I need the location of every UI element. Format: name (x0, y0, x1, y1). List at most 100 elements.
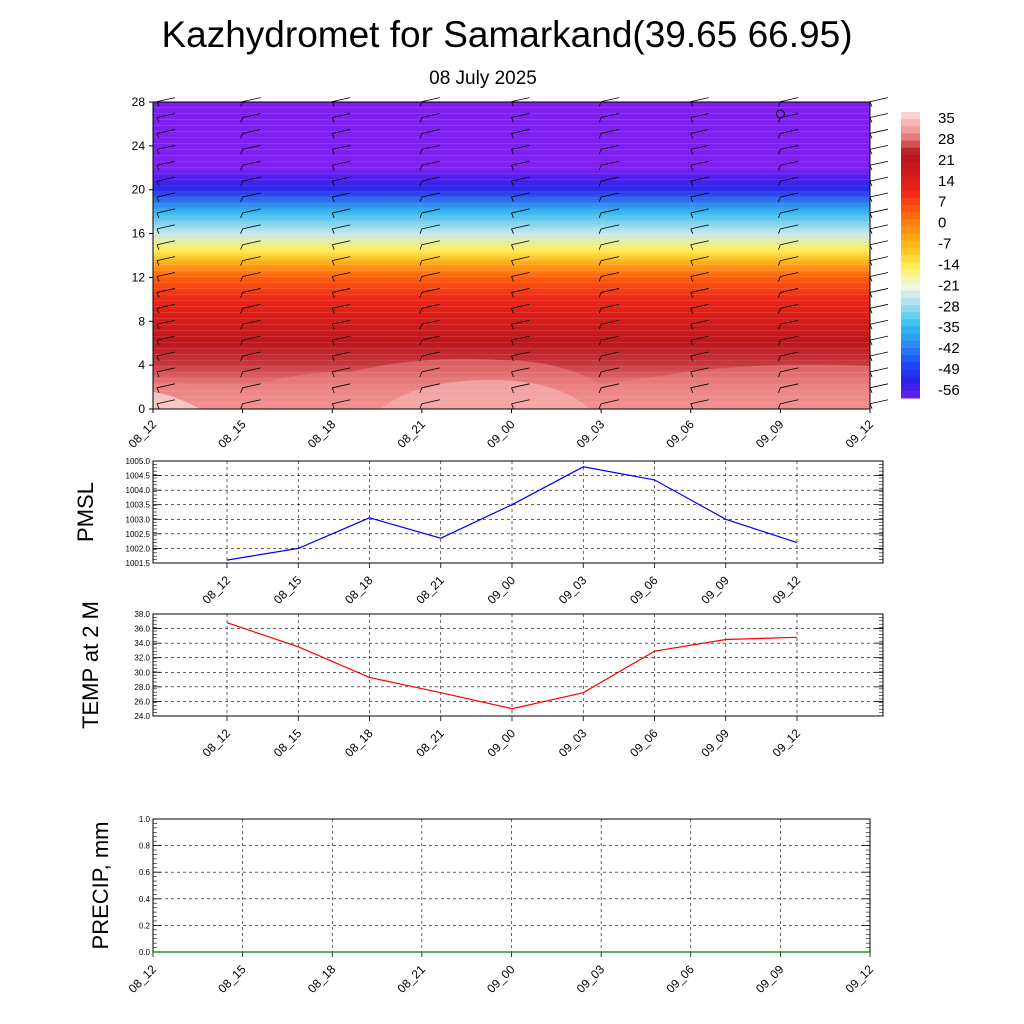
plot-frame (152, 613, 884, 717)
x-tick-label: 08_21 (394, 417, 428, 451)
wind-barb-shaft (156, 371, 160, 378)
pmsl-axis-label: PMSL (73, 482, 98, 542)
wind-barb-flag (242, 383, 261, 389)
y-tick-label: 0.8 (139, 842, 151, 851)
wind-barb-shaft (690, 355, 694, 362)
wind-barb-flag (421, 351, 440, 357)
y-tick-label: 1004.0 (126, 486, 151, 495)
wind-barb-shaft (511, 228, 514, 234)
wind-barb-flag (601, 192, 620, 198)
wind-barb-shaft (598, 196, 602, 203)
wind-barb-flag (601, 399, 620, 405)
wind-barb-column (511, 97, 530, 409)
wind-barb-shaft (598, 371, 602, 378)
colorbar-segment (901, 233, 920, 242)
wind-barb-shaft (690, 308, 694, 314)
wind-barb-flag (690, 192, 709, 198)
wind-barb-flag (332, 272, 351, 277)
colorbar-segment (901, 212, 920, 220)
wind-barb-shaft (331, 308, 335, 314)
wind-barb-flag (690, 240, 709, 246)
y-tick-label: 38.0 (134, 610, 150, 619)
wind-barb-flag (156, 208, 176, 214)
wind-barb-shaft (156, 149, 160, 155)
wind-barb-flag (780, 129, 799, 134)
colorbar-segment (901, 169, 920, 177)
wind-barb-shaft (419, 165, 423, 171)
wind-barb-flag (869, 351, 889, 357)
chart-title: Kazhydromet for Samarkand(39.65 66.95) (161, 14, 852, 55)
colorbar-segment (901, 147, 920, 156)
wind-barb-shaft (419, 355, 423, 362)
wind-barb-shaft (598, 117, 602, 123)
wind-barb-shaft (331, 212, 335, 219)
wind-barb-shaft (331, 260, 335, 266)
colorbar-tick-label: 7 (938, 194, 946, 211)
wind-barb-shaft (419, 260, 423, 266)
wind-barb-shaft (156, 244, 160, 250)
wind-barb-flag (780, 208, 799, 214)
colorbar-tick-label: -21 (938, 277, 960, 294)
wind-barb-shaft (419, 276, 423, 282)
wind-barb-flag (690, 129, 709, 134)
colorbar-tick-label: 21 (938, 152, 955, 169)
wind-barb-shaft (778, 339, 781, 346)
x-tick-label: 09_00 (485, 573, 519, 607)
wind-barb-shaft (690, 244, 694, 250)
wind-barb-flag (332, 176, 351, 182)
wind-barb-shaft (778, 292, 781, 298)
colorbar-tick-label: -56 (938, 382, 960, 399)
wind-barb-shaft (156, 117, 160, 123)
colorbar-segment (901, 319, 920, 327)
y-tick-label: 1003.0 (126, 515, 151, 524)
temp-2m-axis-label: TEMP at 2 M (78, 601, 103, 729)
y-tick-label: 34.0 (134, 639, 150, 648)
wind-barb-flag (601, 113, 620, 118)
colorbar-segment (901, 262, 920, 270)
wind-barb-column (240, 97, 261, 409)
wind-barb-flag (421, 97, 440, 103)
wind-barb-flag (690, 144, 709, 150)
wind-barb-shaft (156, 133, 160, 139)
wind-barb-flag (156, 97, 176, 103)
wind-barb-flag (421, 319, 440, 325)
wind-barb-shaft (511, 260, 514, 266)
y-tick-label: 16 (132, 227, 146, 241)
wind-barb-flag (156, 224, 176, 230)
wind-barb-flag (780, 399, 799, 405)
x-tick-label: 08_18 (305, 962, 339, 996)
wind-barb-shaft (240, 260, 243, 266)
wind-barb-flag (156, 113, 176, 118)
temperature-cross-section-panel: 0 4 8 12 16 20 24 28 08_12 08_15 08_18 08_21 09_00 09… (126, 95, 889, 451)
wind-barb-shaft (778, 371, 781, 378)
wind-barb-shaft (240, 212, 243, 219)
wind-barb-flag (156, 399, 176, 405)
x-tick-label: 09_00 (484, 962, 518, 996)
wind-barb-shaft (240, 117, 243, 123)
wind-barb-shaft (511, 292, 514, 298)
wind-barb-flag (601, 176, 620, 182)
wind-barb-flag (511, 113, 530, 118)
colorbar-segment (901, 255, 920, 263)
wind-barb-flag (242, 97, 261, 103)
wind-barb-flag (242, 224, 261, 230)
wind-barb-flag (869, 367, 889, 373)
wind-barb-flag (421, 303, 440, 309)
wind-barb-shaft (240, 403, 243, 409)
wind-barb-flag (511, 160, 530, 166)
wind-barb-shaft (331, 355, 335, 362)
wind-barb-flag (780, 351, 799, 357)
wind-barb-shaft (419, 133, 423, 139)
wind-barb-flag (690, 272, 709, 277)
wind-barb-shaft (598, 180, 602, 187)
wind-barb-shaft (156, 355, 160, 362)
wind-barb-shaft (690, 165, 694, 171)
colorbar-segment (901, 197, 920, 206)
wind-barb-column (156, 97, 176, 409)
colorbar-segment (901, 347, 920, 356)
wind-barb-flag (511, 208, 530, 214)
wind-barb-flag (690, 224, 709, 230)
wind-barb-flag (242, 367, 261, 373)
wind-barb-shaft (690, 228, 694, 234)
